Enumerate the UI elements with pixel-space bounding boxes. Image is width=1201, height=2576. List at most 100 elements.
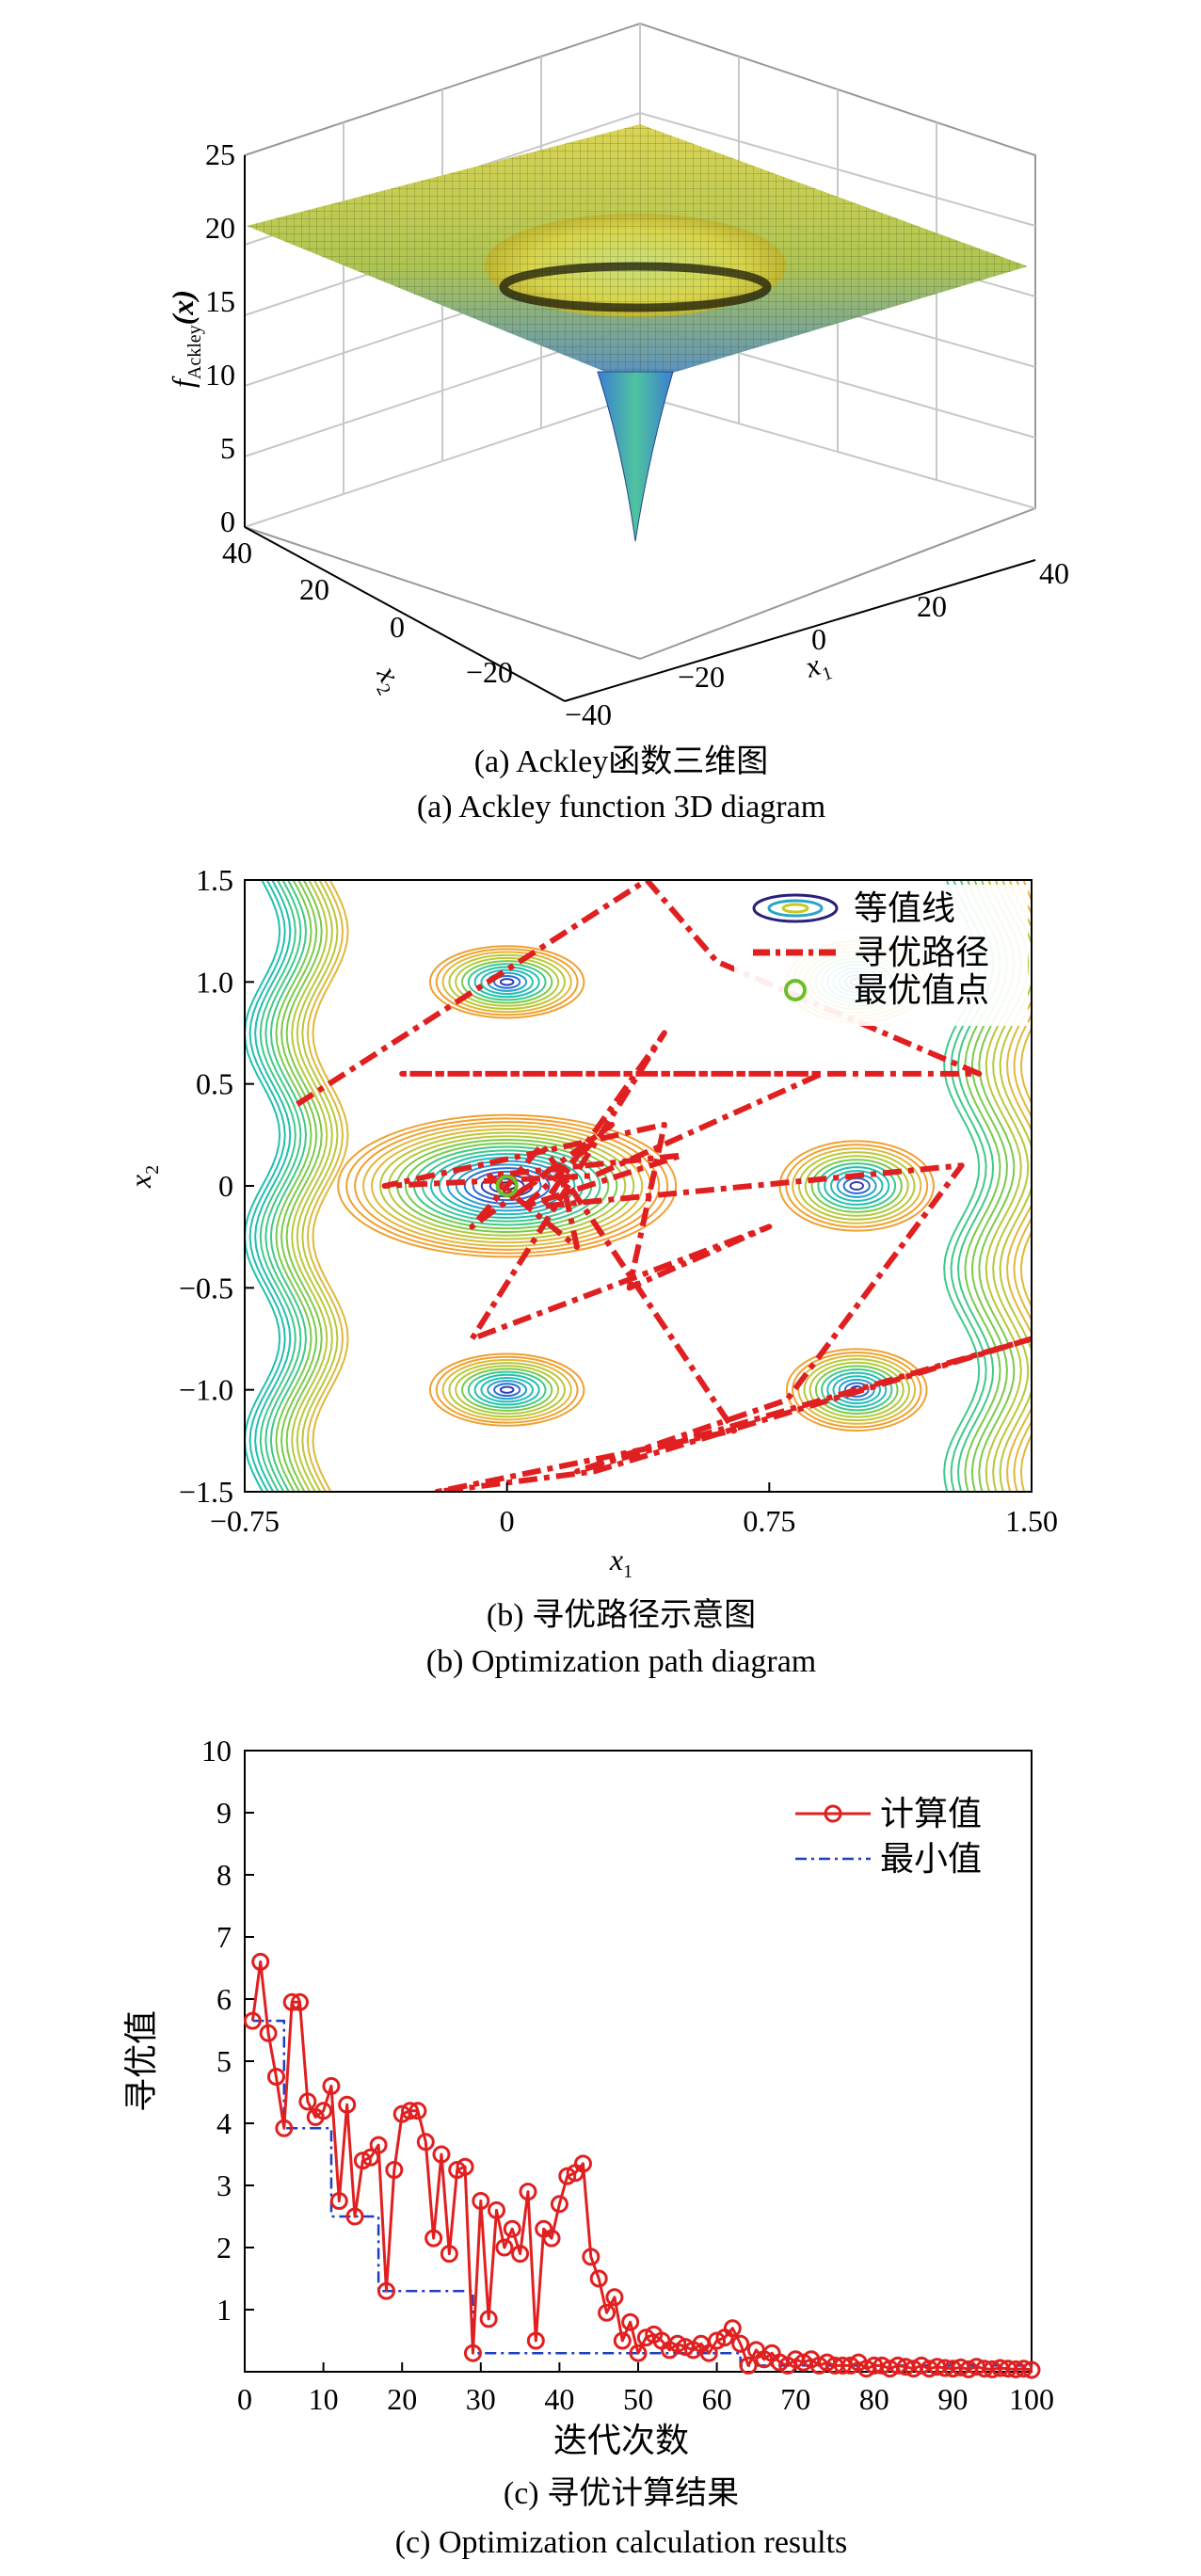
panel-c-calc-point (731, 2334, 750, 2353)
panel-c-calc-point (598, 2303, 617, 2322)
panel-c-calc-point (266, 2068, 285, 2086)
panel-b-x-tick-label: 0.75 (743, 1504, 795, 1538)
panel-b-contour-line (473, 1373, 540, 1406)
panel-b-y-tick-label: 1.0 (196, 965, 233, 999)
panel-c-calc-point (511, 2245, 530, 2264)
panel-c-calc-point (243, 2011, 262, 2030)
panel-b-contour-line (792, 1147, 922, 1224)
panel-b-contour-line (821, 1368, 893, 1412)
panel-b-y-tick-label: 0.5 (196, 1067, 233, 1101)
panel-b-y-tick-label: −1.5 (179, 1475, 233, 1509)
panel-b-contour-line (428, 945, 585, 1019)
panel-a-x2-tick: −40 (565, 697, 612, 731)
panel-c-calc-point (668, 2334, 687, 2353)
panel-b-contour-line (245, 880, 281, 1492)
panel-c-calc-point (739, 2356, 758, 2375)
panel-a-caption-cn: (a) Ackley函数三维图 (474, 744, 769, 779)
panel-c-calc-point (495, 2238, 514, 2257)
panel-b-contour-line (493, 1383, 521, 1398)
panel-a-x1-tick: 40 (1039, 556, 1069, 590)
panel-a-x1-ticks: −20 0 20 40 (678, 556, 1069, 694)
panel-c-min-line (252, 2019, 1033, 2371)
panel-c-calc-point (582, 2248, 600, 2266)
panel-c-calc-point (291, 1992, 310, 2011)
panel-b-y-tick-label: −0.5 (179, 1271, 233, 1304)
panel-b-y-tick-label: 1.5 (196, 863, 233, 897)
panel-c-calc-point (282, 1992, 301, 2011)
panel-b-y-tick-label: 0 (218, 1169, 233, 1203)
panel-b-y-label: x2 (123, 1165, 163, 1189)
panel-a-x1-tick: −20 (678, 660, 725, 694)
panel-b-contour-line (285, 880, 323, 1492)
panel-a-z-tick: 0 (220, 504, 235, 538)
panel-b-contour-line (264, 880, 302, 1492)
panel-b-y-label-sub: 2 (142, 1165, 163, 1175)
panel-c-calc-point (479, 2310, 498, 2328)
panel-b-contour-line (460, 1368, 553, 1412)
svg-text:x2: x2 (365, 660, 411, 699)
panel-c-y-tick-label: 9 (216, 1796, 232, 1830)
panel-b-contour-line (999, 880, 1032, 1492)
panel-b-contour-line (259, 880, 296, 1492)
panel-c-y-tick-label: 6 (216, 1982, 232, 2016)
panel-c-calc-point (440, 2245, 458, 2264)
panel-a-x2-tick: 0 (390, 610, 405, 644)
panel-b-contour-chart: −0.75 0 0.75 1.50 1.5 1.0 0.5 0 −0.5 −1.0 −1.5 等值线… (80, 863, 1058, 1679)
panel-b-contour-line (829, 1170, 884, 1202)
panel-c-legend-calc-marker (824, 1804, 842, 1823)
panel-c-calc-point (385, 2161, 404, 2179)
panel-c-calc-point (361, 2148, 380, 2167)
panel-c-x-tick-label: 0 (237, 2382, 252, 2416)
panel-c-calc-point (613, 2331, 632, 2350)
panel-c-x-tick-label: 20 (387, 2382, 417, 2416)
panel-c-x-tick-label: 50 (623, 2382, 653, 2416)
panel-b-x-tick-label: 0 (500, 1504, 515, 1538)
panel-b-x-label-sub: 1 (623, 1561, 633, 1582)
panel-b-path-line (296, 880, 1032, 1492)
panel-c-calc-point (275, 2119, 294, 2137)
panel-c-calc-point (448, 2161, 467, 2179)
panel-b-contour-line (817, 1162, 897, 1209)
panel-b-legend-contour-swatch (752, 893, 839, 923)
panel-b-contour-line (843, 1382, 870, 1398)
panel-b-contour-line (785, 1348, 928, 1432)
panel-b-legend-label: 等值线 (854, 889, 955, 928)
panel-c-calc-point (416, 2133, 435, 2152)
panel-b-contour-line (80, 1141, 233, 1230)
panel-b-contour-line (804, 1155, 909, 1217)
svg-text:fAckley(x): fAckley(x) (166, 290, 205, 388)
panel-b-contour-line (441, 951, 572, 1014)
panel-b-ticks: −0.75 0 0.75 1.50 1.5 1.0 0.5 0 −0.5 −1.0 −1.5 (179, 863, 1058, 1538)
panel-b-contour-line (480, 968, 534, 996)
panel-b-contour-line (291, 880, 328, 1492)
panel-c-x-tick-label: 40 (544, 2382, 574, 2416)
panel-b-contour-line (460, 960, 553, 1004)
panel-a-z-tick: 25 (205, 137, 235, 171)
panel-b-contour-line (337, 1113, 678, 1258)
panel-b-y-label-main: x (123, 1175, 157, 1189)
panel-a-z-tick: 10 (205, 358, 235, 392)
panel-c-calc-point (432, 2145, 451, 2164)
panel-b-contour-line (838, 1378, 875, 1401)
panel-c-x-tick-label: 60 (702, 2382, 732, 2416)
panel-c-calc-point (550, 2195, 568, 2214)
panel-c-y-tick-label: 4 (216, 2106, 232, 2140)
panel-c-calc-point (463, 2344, 482, 2362)
panel-b-contour-line (296, 880, 333, 1492)
panel-a-z-ticks: 0 5 10 15 20 25 (205, 137, 235, 538)
panel-c-calc-point (573, 2154, 592, 2173)
panel-c-calc-point (1015, 2360, 1033, 2378)
panel-c-calc-point (699, 2344, 718, 2362)
panel-b-contour-line (435, 1355, 579, 1424)
panel-c-calc-point (369, 2136, 388, 2154)
panel-c-calc-point (329, 2192, 348, 2210)
panel-b-legend: 等值线 寻优路径 最优值点 (734, 885, 1028, 1026)
panel-b-contour-line (467, 1370, 547, 1409)
panel-b-contour-line (809, 1361, 905, 1418)
panel-b-contour-line (832, 1375, 881, 1405)
panel-b-contour-line (87, 1144, 228, 1226)
panel-a-3d-surface: 0 5 10 15 20 25 fAckley(x) 40 20 0 −20 −… (166, 22, 1069, 824)
panel-b-contour-line (371, 1128, 644, 1244)
panel-c-calc-point (589, 2269, 608, 2288)
